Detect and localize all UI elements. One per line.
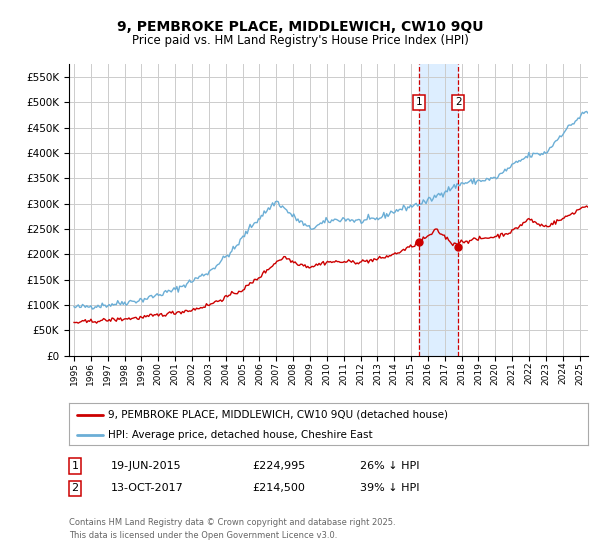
Text: 1: 1: [71, 461, 79, 471]
Text: 13-OCT-2017: 13-OCT-2017: [111, 483, 184, 493]
Text: £214,500: £214,500: [252, 483, 305, 493]
Text: Contains HM Land Registry data © Crown copyright and database right 2025.
This d: Contains HM Land Registry data © Crown c…: [69, 519, 395, 540]
Bar: [419, 64, 458, 356]
Text: 1: 1: [416, 97, 422, 108]
Text: 2: 2: [71, 483, 79, 493]
Text: 2: 2: [455, 97, 461, 108]
Text: 26% ↓ HPI: 26% ↓ HPI: [360, 461, 419, 471]
Text: £224,995: £224,995: [252, 461, 305, 471]
Text: 39% ↓ HPI: 39% ↓ HPI: [360, 483, 419, 493]
Text: HPI: Average price, detached house, Cheshire East: HPI: Average price, detached house, Ches…: [108, 430, 373, 440]
Text: 19-JUN-2015: 19-JUN-2015: [111, 461, 182, 471]
Text: 9, PEMBROKE PLACE, MIDDLEWICH, CW10 9QU: 9, PEMBROKE PLACE, MIDDLEWICH, CW10 9QU: [117, 20, 483, 34]
Text: Price paid vs. HM Land Registry's House Price Index (HPI): Price paid vs. HM Land Registry's House …: [131, 34, 469, 47]
Text: 9, PEMBROKE PLACE, MIDDLEWICH, CW10 9QU (detached house): 9, PEMBROKE PLACE, MIDDLEWICH, CW10 9QU …: [108, 409, 448, 419]
